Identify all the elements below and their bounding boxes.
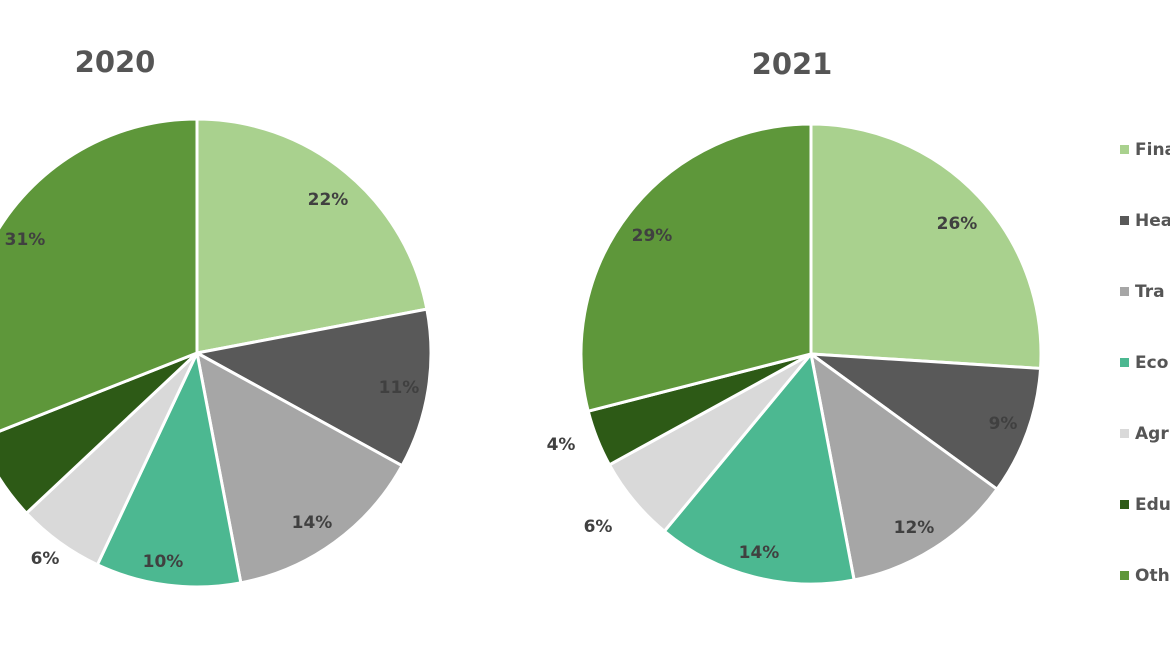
legend-item: Agr xyxy=(1120,424,1169,444)
legend-item: Hea xyxy=(1120,211,1170,231)
legend-label: Tra xyxy=(1135,282,1165,302)
slice-label-economy: 10% xyxy=(143,552,184,572)
pie-chart-2020: 22% 11% 14% 10% 6% 31% 2020 xyxy=(0,45,433,589)
pie-slice-economy xyxy=(662,352,856,586)
legend-label: Hea xyxy=(1135,211,1170,231)
slice-label-health: 11% xyxy=(379,378,420,398)
legend-item: Oth xyxy=(1120,566,1170,586)
legend-item: Tra xyxy=(1120,282,1165,302)
slice-label-health: 9% xyxy=(989,414,1018,434)
legend-label: Edu xyxy=(1135,495,1170,515)
slice-label-transport: 14% xyxy=(292,513,333,533)
legend-item: Eco xyxy=(1120,353,1168,373)
pie-charts: 22%11%14%10%6%31%202026%9%12%14%6%4%29%2… xyxy=(0,45,1043,589)
legend-label: Oth xyxy=(1135,566,1170,586)
pie-slice-economy xyxy=(95,351,243,589)
legend-swatch xyxy=(1120,358,1129,367)
legend-swatch xyxy=(1120,500,1129,509)
pie-slice-other xyxy=(0,117,199,433)
chart-title: 2020 xyxy=(75,45,156,79)
legend: Fina Hea Tra Eco Agr Edu Oth xyxy=(1120,140,1170,586)
pie-slice-other xyxy=(579,122,813,413)
legend-label: Fina xyxy=(1135,140,1170,160)
legend-item: Fina xyxy=(1120,140,1170,160)
slice-label-agriculture: 6% xyxy=(584,517,613,537)
pie-slice-health xyxy=(809,352,1043,491)
slice-label-transport: 12% xyxy=(894,518,935,538)
pie-slice-education xyxy=(0,351,199,515)
legend-item: Edu xyxy=(1120,495,1170,515)
legend-swatch xyxy=(1120,429,1129,438)
slice-label-finance: 22% xyxy=(308,190,349,210)
slice-label-other: 29% xyxy=(632,226,673,246)
legend-label: Eco xyxy=(1135,353,1168,373)
slice-label-other: 31% xyxy=(5,230,46,250)
legend-swatch xyxy=(1120,216,1129,225)
legend-swatch xyxy=(1120,571,1129,580)
slice-label-education: 4% xyxy=(547,435,576,455)
pie-slice-transport xyxy=(809,352,999,582)
pie-chart-2021: 26% 9% 12% 14% 6% 4% 29% 2021 xyxy=(547,47,1043,586)
legend-swatch xyxy=(1120,287,1129,296)
legend-swatch xyxy=(1120,145,1129,154)
pie-slice-finance xyxy=(195,117,429,355)
pie-slice-transport xyxy=(195,351,404,585)
slice-label-economy: 14% xyxy=(739,543,780,563)
pie-slice-health xyxy=(195,307,433,468)
legend-label: Agr xyxy=(1135,424,1169,444)
pie-slice-finance xyxy=(809,122,1043,370)
slice-label-agriculture: 6% xyxy=(31,549,60,569)
chart-title: 2021 xyxy=(752,47,833,81)
slice-label-finance: 26% xyxy=(937,214,978,234)
